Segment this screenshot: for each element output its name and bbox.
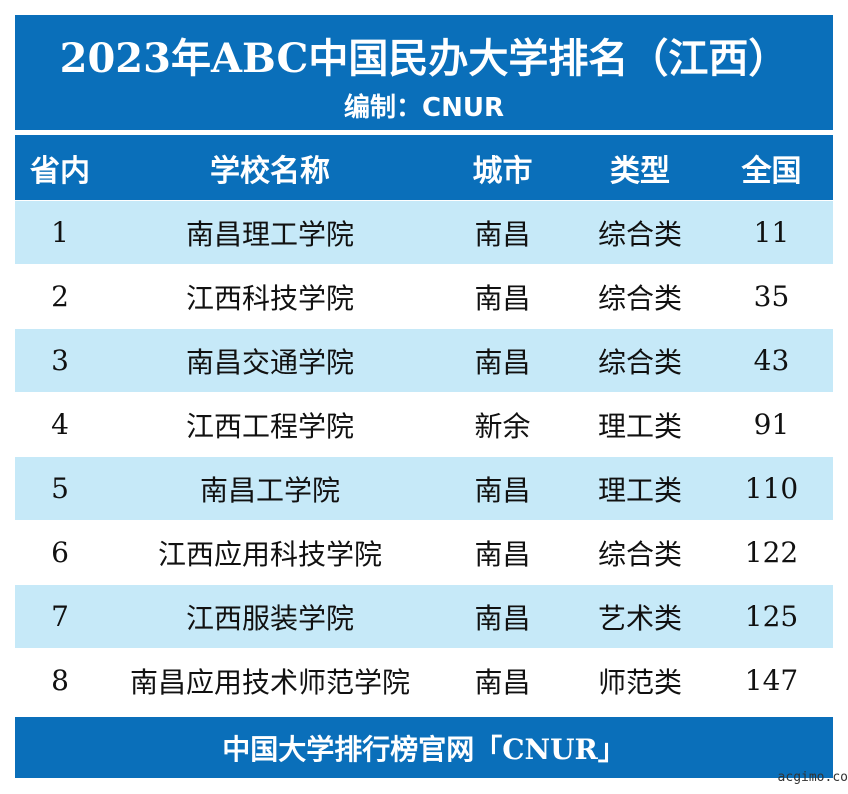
table-cell: 南昌 — [474, 665, 531, 699]
table-cell: 3 — [51, 344, 69, 377]
column-header: 城市 — [472, 153, 533, 189]
table-cell: 南昌交通学院 — [185, 345, 354, 379]
table-cell: 110 — [744, 472, 799, 505]
table-cell: 125 — [744, 600, 799, 633]
table-cell: 江西服装学院 — [185, 601, 354, 635]
table-cell: 南昌 — [474, 473, 531, 507]
table-cell: 南昌应用技术师范学院 — [129, 665, 410, 699]
table-cell: 师范类 — [597, 665, 682, 699]
table-cell: 南昌 — [474, 537, 531, 571]
table-cell: 理工类 — [597, 473, 682, 507]
table-cell: 1 — [51, 216, 69, 249]
table-row: 5 南昌工学院 南昌 理工类 110 — [15, 457, 833, 520]
column-header: 全国 — [741, 153, 802, 189]
table-cell: 江西科技学院 — [185, 281, 354, 315]
table-cell: 南昌理工学院 — [185, 217, 354, 251]
title: 2023年ABC中国民办大学排名（江西） — [59, 35, 789, 82]
table-cell: 新余 — [474, 409, 531, 443]
table-cell: 4 — [51, 408, 69, 441]
table-cell: 91 — [753, 408, 790, 441]
column-header: 类型 — [610, 153, 670, 189]
table-cell: 综合类 — [597, 217, 682, 251]
table-row: 1 南昌理工学院 南昌 综合类 11 — [15, 201, 833, 264]
table-cell: 南昌 — [474, 217, 531, 251]
table-cell: 江西工程学院 — [185, 409, 354, 443]
header-row: 省内 学校名称 城市 类型 全国 — [15, 135, 833, 200]
table-cell: 11 — [753, 216, 790, 249]
table-cell: 122 — [744, 536, 799, 569]
table-cell: 43 — [753, 344, 790, 377]
table-cell: 南昌工学院 — [199, 473, 340, 507]
table-cell: 2 — [51, 280, 69, 313]
table-row: 4 江西工程学院 新余 理工类 91 — [15, 393, 833, 456]
column-header: 省内 — [30, 153, 90, 189]
subtitle: 编制：CNUR — [344, 92, 504, 123]
table-cell: 南昌 — [474, 281, 531, 315]
table-row: 8 南昌应用技术师范学院 南昌 师范类 147 — [15, 649, 833, 712]
table-cell: 南昌 — [474, 601, 531, 635]
table-cell: 6 — [51, 536, 69, 569]
column-header: 学校名称 — [210, 153, 330, 189]
table-cell: 5 — [51, 472, 69, 505]
footer-band: 中国大学排行榜官网「CNUR」 — [15, 717, 833, 778]
title-band: 2023年ABC中国民办大学排名（江西） 编制：CNUR — [15, 15, 833, 130]
table-row: 2 江西科技学院 南昌 综合类 35 — [15, 265, 833, 328]
table-cell: 艺术类 — [597, 601, 682, 635]
footer-text: 中国大学排行榜官网「CNUR」 — [222, 732, 626, 766]
table-cell: 8 — [51, 664, 69, 697]
table-row: 3 南昌交通学院 南昌 综合类 43 — [15, 329, 833, 392]
table-cell: 综合类 — [597, 281, 682, 315]
table-row: 6 江西应用科技学院 南昌 综合类 122 — [15, 521, 833, 584]
table-cell: 147 — [744, 664, 799, 697]
table-cell: 南昌 — [474, 345, 531, 379]
table-cell: 江西应用科技学院 — [157, 537, 382, 571]
table-cell: 理工类 — [597, 409, 682, 443]
table-row: 7 江西服装学院 南昌 艺术类 125 — [15, 585, 833, 648]
table-cell: 7 — [51, 600, 69, 633]
table-cell: 综合类 — [597, 537, 682, 571]
table-cell: 综合类 — [597, 345, 682, 379]
table-cell: 35 — [753, 280, 790, 313]
watermark: acgimo.co — [777, 770, 848, 785]
